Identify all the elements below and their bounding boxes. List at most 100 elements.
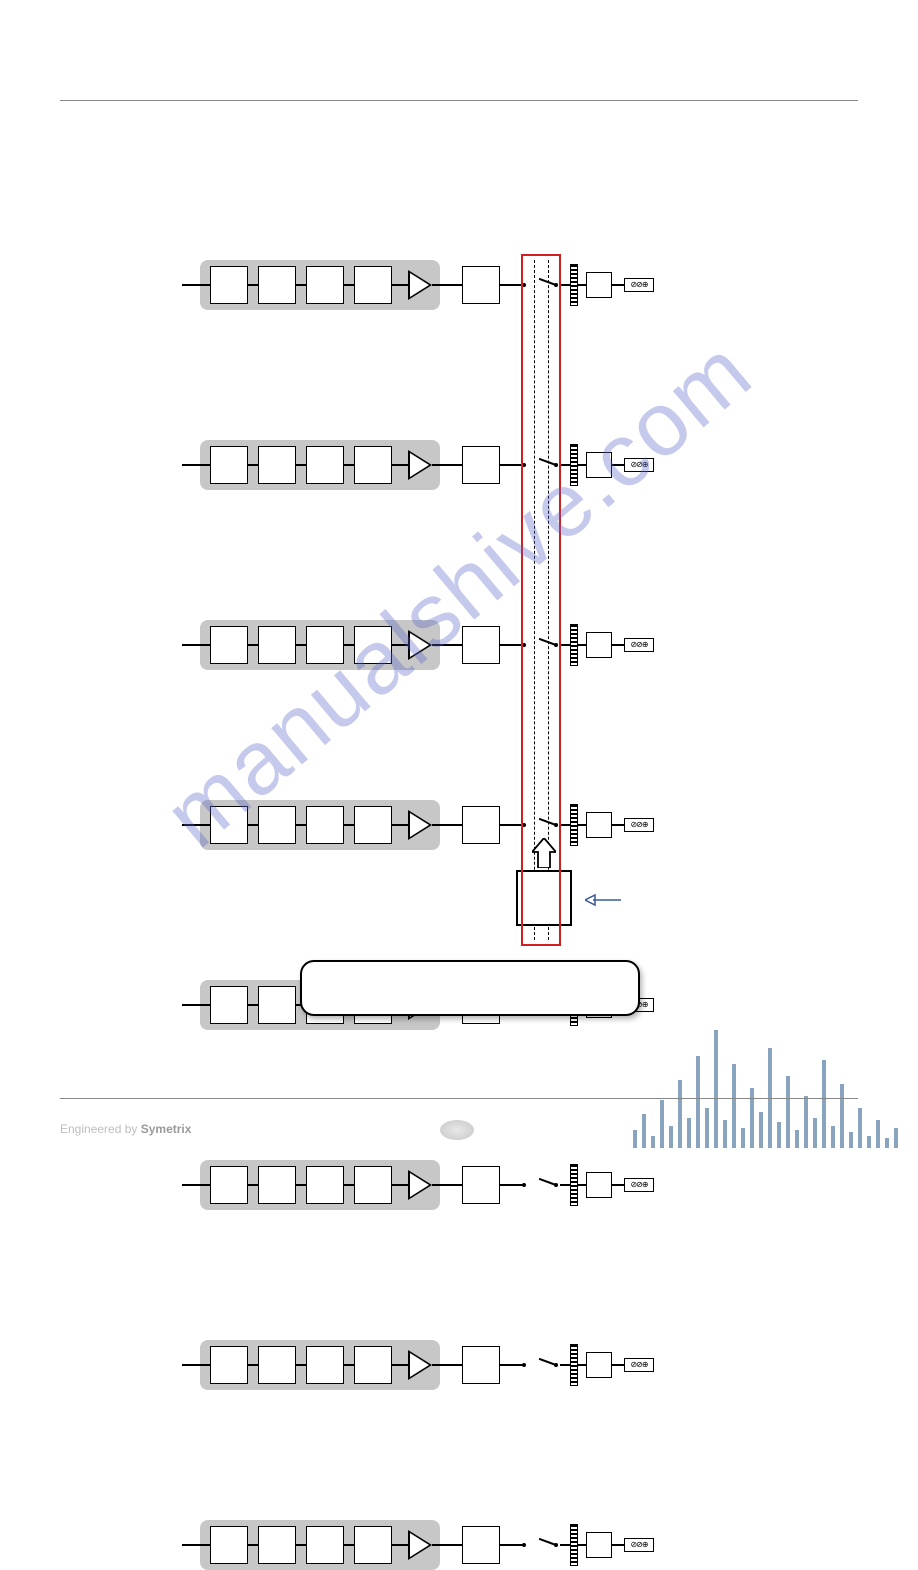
wire-segment <box>248 284 258 286</box>
processing-block <box>306 1526 344 1564</box>
eq-bar <box>867 1136 871 1148</box>
relay-switch-arm <box>539 818 557 826</box>
amplifier-icon <box>408 810 432 840</box>
wire-segment <box>612 644 624 646</box>
level-meter <box>570 624 578 666</box>
output-block <box>586 1352 612 1378</box>
wire-segment <box>612 1184 624 1186</box>
wire-segment <box>344 284 354 286</box>
wire-segment <box>500 1364 524 1366</box>
input-arrow-icon <box>585 893 621 907</box>
wire-segment <box>432 1544 462 1546</box>
eq-bar <box>651 1136 655 1148</box>
switch-contact <box>522 1363 526 1367</box>
channel-row: ⊘⊘⊕ <box>200 620 700 670</box>
eq-bar <box>723 1120 727 1148</box>
processing-block <box>210 266 248 304</box>
relay-switch-arm <box>539 278 557 286</box>
wire-segment <box>296 1544 306 1546</box>
processing-block <box>258 806 296 844</box>
wire-segment <box>392 644 410 646</box>
eq-bar <box>696 1056 700 1148</box>
eq-bar <box>786 1076 790 1148</box>
processing-block <box>258 446 296 484</box>
output-connector: ⊘⊘⊕ <box>624 1178 654 1192</box>
eq-bar <box>750 1088 754 1148</box>
wire-segment <box>392 464 410 466</box>
channel-row: ⊘⊘⊕ <box>200 1520 700 1570</box>
output-connector: ⊘⊘⊕ <box>624 1358 654 1372</box>
equalizer-graphic <box>633 1030 898 1148</box>
channel-row: ⊘⊘⊕ <box>200 440 700 490</box>
output-connector: ⊘⊘⊕ <box>624 1538 654 1552</box>
post-processing-block <box>462 266 500 304</box>
wire-segment <box>182 284 210 286</box>
eq-bar <box>831 1126 835 1148</box>
channel-row: ⊘⊘⊕ <box>200 1160 700 1210</box>
output-connector: ⊘⊘⊕ <box>624 638 654 652</box>
eq-bar <box>813 1118 817 1148</box>
wire-segment <box>248 1364 258 1366</box>
channel-row: ⊘⊘⊕ <box>200 1340 700 1390</box>
wire-segment <box>182 464 210 466</box>
wire-segment <box>182 1364 210 1366</box>
wire-segment <box>248 1184 258 1186</box>
processing-block <box>258 266 296 304</box>
processing-block <box>210 626 248 664</box>
relay-switch-arm <box>539 638 557 646</box>
processing-block <box>258 626 296 664</box>
switch-contact <box>522 463 526 467</box>
up-arrow-icon <box>532 838 556 868</box>
wire-segment <box>432 1364 462 1366</box>
switch-contact <box>522 1543 526 1547</box>
relay-switch-arm <box>539 1178 557 1186</box>
footer-prefix: Engineered by <box>60 1122 141 1136</box>
output-block <box>586 1532 612 1558</box>
processing-block <box>354 266 392 304</box>
level-meter <box>570 1164 578 1206</box>
eq-bar <box>705 1108 709 1148</box>
header-rule <box>60 100 858 101</box>
wire-segment <box>296 824 306 826</box>
eq-bar <box>633 1130 637 1148</box>
wire-segment <box>344 1184 354 1186</box>
wire-segment <box>182 1544 210 1546</box>
wire-segment <box>432 284 462 286</box>
wire-segment <box>500 824 524 826</box>
relay-switch-arm <box>539 1358 557 1366</box>
post-processing-block <box>462 1346 500 1384</box>
wire-segment <box>612 464 624 466</box>
processing-block <box>306 446 344 484</box>
wire-segment <box>248 1004 258 1006</box>
output-block <box>586 452 612 478</box>
wire-segment <box>432 1184 462 1186</box>
eq-bar <box>777 1122 781 1148</box>
eq-bar <box>741 1128 745 1148</box>
switch-contact <box>522 823 526 827</box>
wire-segment <box>344 644 354 646</box>
wire-segment <box>296 644 306 646</box>
eq-bar <box>795 1130 799 1148</box>
processing-block <box>210 1526 248 1564</box>
wire-segment <box>432 644 462 646</box>
wire-segment <box>296 464 306 466</box>
amplifier-icon <box>408 450 432 480</box>
processing-block <box>258 1346 296 1384</box>
output-block <box>586 812 612 838</box>
wire-segment <box>344 1364 354 1366</box>
wire-segment <box>182 824 210 826</box>
processing-block <box>306 806 344 844</box>
switch-contact <box>522 283 526 287</box>
switch-contact <box>522 1183 526 1187</box>
wire-segment <box>612 824 624 826</box>
diagram-caption-box <box>300 960 640 1016</box>
wire-segment <box>500 644 524 646</box>
processing-block <box>354 626 392 664</box>
wire-segment <box>392 284 410 286</box>
eq-bar <box>687 1118 691 1148</box>
eq-bar <box>876 1120 880 1148</box>
wire-segment <box>248 464 258 466</box>
post-processing-block <box>462 626 500 664</box>
wire-segment <box>248 644 258 646</box>
control-source-box <box>516 870 572 926</box>
